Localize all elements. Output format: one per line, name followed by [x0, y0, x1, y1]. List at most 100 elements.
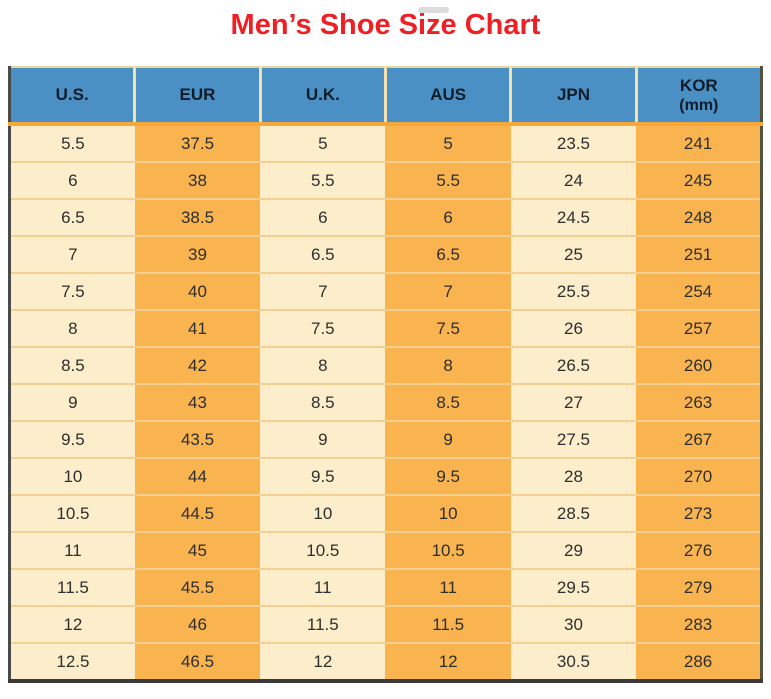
cell-uk: 10 — [260, 494, 386, 532]
cell-us: 5.5 — [9, 124, 135, 162]
cell-jpn: 28.5 — [510, 494, 637, 532]
cell-kor: 254 — [636, 272, 762, 310]
cell-us: 8 — [9, 309, 135, 347]
cell-jpn: 23.5 — [510, 124, 637, 162]
cell-aus: 7.5 — [385, 309, 511, 347]
table-row: 9 43 8.5 8.5 27 263 — [9, 383, 762, 421]
column-header-us: U.S. — [9, 67, 135, 126]
cell-uk: 9.5 — [260, 457, 386, 495]
table-header: U.S. EUR U.K. AUS JPN KOR (mm) — [9, 67, 762, 126]
table-row: 8.5 42 8 8 26.5 260 — [9, 346, 762, 384]
cell-us: 7 — [9, 235, 135, 273]
cell-kor: 283 — [636, 605, 762, 643]
cell-jpn: 29 — [510, 531, 637, 569]
cell-us: 6.5 — [9, 198, 135, 236]
cell-uk: 5 — [260, 124, 386, 162]
page-title: Men’s Shoe Size Chart — [230, 9, 541, 41]
cell-eur: 42 — [134, 346, 261, 384]
cell-eur: 39 — [134, 235, 261, 273]
cell-aus: 11 — [385, 568, 511, 606]
table-row: 12 46 11.5 11.5 30 283 — [9, 605, 762, 643]
table-row: 10 44 9.5 9.5 28 270 — [9, 457, 762, 495]
cell-eur: 44.5 — [134, 494, 261, 532]
cell-aus: 6 — [385, 198, 511, 236]
cell-aus: 12 — [385, 642, 511, 681]
cell-jpn: 25.5 — [510, 272, 637, 310]
cell-us: 12.5 — [9, 642, 135, 681]
header-row: U.S. EUR U.K. AUS JPN KOR (mm) — [9, 67, 762, 126]
cell-eur: 40 — [134, 272, 261, 310]
column-header-aus: AUS — [383, 67, 511, 126]
cell-uk: 6.5 — [260, 235, 386, 273]
cell-aus: 7 — [385, 272, 511, 310]
cell-uk: 9 — [260, 420, 386, 458]
cell-us: 11.5 — [9, 568, 135, 606]
cell-kor: 260 — [636, 346, 762, 384]
cell-kor: 263 — [636, 383, 762, 421]
table-row: 7.5 40 7 7 25.5 254 — [9, 272, 762, 310]
table-row: 12.5 46.5 12 12 30.5 286 — [9, 642, 762, 681]
cell-kor: 257 — [636, 309, 762, 347]
cell-us: 8.5 — [9, 346, 135, 384]
table-row: 6 38 5.5 5.5 24 245 — [9, 161, 762, 199]
table-body: 5.5 37.5 5 5 23.5 241 6 38 5.5 5.5 24 245 6.5 38.5 6 6 2… — [9, 124, 762, 681]
cell-kor: 273 — [636, 494, 762, 532]
cell-jpn: 30 — [510, 605, 637, 643]
cell-jpn: 27.5 — [510, 420, 637, 458]
cell-aus: 8 — [385, 346, 511, 384]
cell-aus: 9 — [385, 420, 511, 458]
cell-us: 11 — [9, 531, 135, 569]
column-header-kor-label: KOR — [679, 75, 718, 95]
cell-aus: 6.5 — [385, 235, 511, 273]
cell-eur: 44 — [134, 457, 261, 495]
cell-uk: 12 — [260, 642, 386, 681]
cell-us: 10.5 — [9, 494, 135, 532]
cell-kor: 241 — [636, 124, 762, 162]
cell-eur: 38.5 — [134, 198, 261, 236]
table-row: 11 45 10.5 10.5 29 276 — [9, 531, 762, 569]
cell-jpn: 30.5 — [510, 642, 637, 681]
cell-kor: 267 — [636, 420, 762, 458]
cell-eur: 38 — [134, 161, 261, 199]
cell-kor: 286 — [636, 642, 762, 681]
cell-eur: 46.5 — [134, 642, 261, 681]
table-row: 8 41 7.5 7.5 26 257 — [9, 309, 762, 347]
table-row: 7 39 6.5 6.5 25 251 — [9, 235, 762, 273]
cell-jpn: 27 — [510, 383, 637, 421]
table-row: 9.5 43.5 9 9 27.5 267 — [9, 420, 762, 458]
cell-jpn: 24 — [510, 161, 637, 199]
cell-jpn: 25 — [510, 235, 637, 273]
cell-kor: 270 — [636, 457, 762, 495]
cell-kor: 248 — [636, 198, 762, 236]
cell-kor: 251 — [636, 235, 762, 273]
cell-eur: 45 — [134, 531, 261, 569]
size-chart-table: U.S. EUR U.K. AUS JPN KOR (mm) 5.5 37.5 5 5… — [8, 66, 763, 683]
column-header-uk: U.K. — [258, 67, 386, 126]
cell-us: 6 — [9, 161, 135, 199]
cell-uk: 11 — [260, 568, 386, 606]
cell-us: 10 — [9, 457, 135, 495]
cell-aus: 11.5 — [385, 605, 511, 643]
cell-us: 7.5 — [9, 272, 135, 310]
cell-uk: 11.5 — [260, 605, 386, 643]
cell-jpn: 29.5 — [510, 568, 637, 606]
table-row: 5.5 37.5 5 5 23.5 241 — [9, 124, 762, 162]
cell-jpn: 28 — [510, 457, 637, 495]
cell-aus: 8.5 — [385, 383, 511, 421]
cell-aus: 5.5 — [385, 161, 511, 199]
column-header-eur: EUR — [133, 67, 261, 126]
cell-aus: 10 — [385, 494, 511, 532]
cell-kor: 245 — [636, 161, 762, 199]
cell-eur: 43.5 — [134, 420, 261, 458]
cell-uk: 6 — [260, 198, 386, 236]
cell-kor: 276 — [636, 531, 762, 569]
cell-eur: 41 — [134, 309, 261, 347]
cell-uk: 10.5 — [260, 531, 386, 569]
table-row: 11.5 45.5 11 11 29.5 279 — [9, 568, 762, 606]
cell-eur: 45.5 — [134, 568, 261, 606]
column-header-jpn: JPN — [509, 67, 637, 126]
cell-uk: 8 — [260, 346, 386, 384]
cell-jpn: 26.5 — [510, 346, 637, 384]
cell-kor: 279 — [636, 568, 762, 606]
cell-aus: 10.5 — [385, 531, 511, 569]
